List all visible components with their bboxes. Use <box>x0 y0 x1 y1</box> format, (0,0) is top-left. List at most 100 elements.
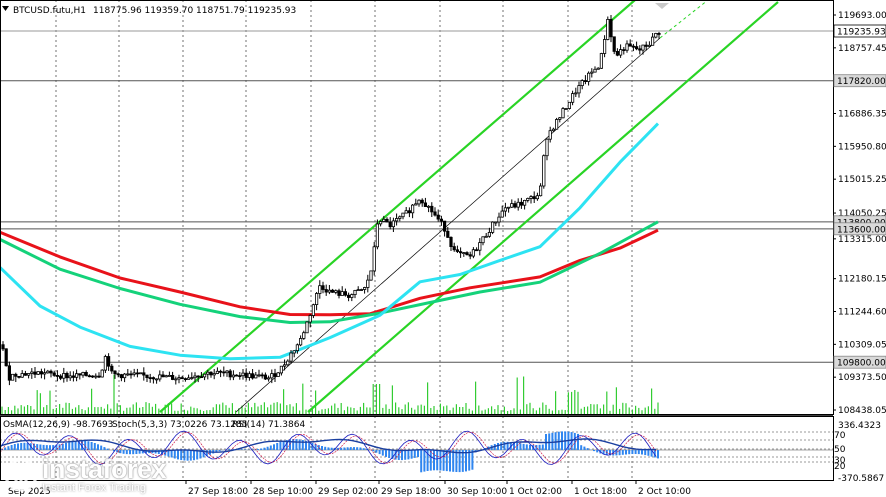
price-tick-label: 114050.25 <box>838 209 886 219</box>
price-tick-label: 109373.50 <box>838 373 886 383</box>
candle-body <box>289 352 293 362</box>
price-tick-label: 115015.25 <box>838 175 886 185</box>
candle-body <box>302 332 306 339</box>
candle-body <box>7 365 11 381</box>
candle-body <box>225 370 229 374</box>
time-label: 1 Oct 18:00 <box>574 487 627 497</box>
price-tick-label: 110309.05 <box>838 340 886 350</box>
candle-body <box>167 374 171 377</box>
candle-body <box>647 44 652 47</box>
candle-body <box>571 93 575 103</box>
candle-body <box>209 371 213 376</box>
candle-body <box>353 289 357 295</box>
candle-body <box>244 372 248 378</box>
candle-body <box>612 36 616 52</box>
volume-bars <box>1 374 659 414</box>
candle-body <box>574 92 578 95</box>
logo-brand: instaforex <box>42 454 167 484</box>
candle-body <box>404 210 408 214</box>
price-tick-label: 115950.80 <box>838 142 886 152</box>
candle-body <box>266 377 271 380</box>
candle-body <box>651 36 655 46</box>
candle-body <box>158 374 162 380</box>
channel-median-extension <box>659 0 709 39</box>
candle-body <box>519 201 524 206</box>
candle-body <box>23 373 28 376</box>
price-tick-label: 113315.00 <box>838 235 886 245</box>
candle-body <box>487 231 492 237</box>
candle-body <box>615 51 620 56</box>
price-tick-label: 108438.05 <box>838 406 886 416</box>
candle-body <box>471 249 476 257</box>
price-tick-label: 116886.35 <box>838 110 886 120</box>
candle-body <box>545 138 549 157</box>
candle-body <box>84 371 88 377</box>
channel-line <box>159 0 636 413</box>
candle-body <box>180 377 184 380</box>
candle-body <box>186 377 191 380</box>
candle-body <box>14 373 18 377</box>
candle-body <box>142 372 146 376</box>
candle-body <box>542 155 546 187</box>
menu-triangle-icon[interactable] <box>2 6 9 11</box>
candle-body <box>55 374 60 377</box>
candle-body <box>94 375 98 378</box>
candle-body <box>177 377 181 380</box>
candle-body <box>603 39 607 54</box>
candle-body <box>561 108 565 119</box>
candle-body <box>107 356 111 367</box>
candle-body <box>417 199 421 205</box>
oscillator-level-label: 30 <box>834 456 846 466</box>
price-tick-label: 112180.15 <box>838 275 886 285</box>
time-label-partial: Sep 2025 <box>8 487 51 497</box>
candle-body <box>609 18 613 38</box>
candle-body <box>327 289 332 293</box>
candle-body <box>241 372 245 377</box>
candle-body <box>314 293 319 306</box>
price-candles <box>1 15 661 386</box>
stoch-signal-line <box>0 431 657 465</box>
chart-grid <box>55 0 633 480</box>
candle-body <box>366 279 370 288</box>
candle-body <box>452 246 456 251</box>
candle-body <box>535 195 540 200</box>
candle-body <box>97 375 101 378</box>
candle-body <box>631 45 636 48</box>
candle-body <box>606 18 610 40</box>
trend-channel[interactable] <box>159 0 779 413</box>
candle-body <box>298 338 303 346</box>
time-axis: 27 Sep 18:00 28 Sep 10:00 29 Sep 02:00 29 S… <box>8 480 691 497</box>
candle-body <box>567 101 572 109</box>
candle-body <box>558 117 562 120</box>
candle-body <box>599 53 604 69</box>
candle-body <box>324 289 328 293</box>
candle-body <box>81 371 85 376</box>
candle-body <box>68 375 72 379</box>
candle-body <box>46 370 50 374</box>
candle-body <box>529 196 533 199</box>
candle-body <box>138 372 143 375</box>
candle-body <box>36 371 40 375</box>
candle-body <box>33 371 37 375</box>
candle-body <box>638 48 642 51</box>
shift-marker-icon[interactable] <box>655 3 669 9</box>
candle-body <box>478 242 482 251</box>
candle-body <box>110 365 114 372</box>
candle-body <box>382 218 386 222</box>
candle-body <box>52 372 56 376</box>
candle-body <box>20 373 24 378</box>
candle-body <box>346 294 351 298</box>
instaforex-mark-icon <box>4 458 38 492</box>
candle-body <box>350 294 354 298</box>
oscillator-min-label: -370.5867 <box>838 474 884 484</box>
chart-frame <box>0 0 834 481</box>
candle-body <box>39 371 44 375</box>
candle-body <box>215 370 219 374</box>
candle-body <box>362 287 367 290</box>
oscillator-level-label: 20 <box>834 462 846 472</box>
candle-body <box>436 214 440 220</box>
candle-body <box>481 236 485 244</box>
candle-body <box>238 375 242 378</box>
candle-body <box>391 220 396 228</box>
